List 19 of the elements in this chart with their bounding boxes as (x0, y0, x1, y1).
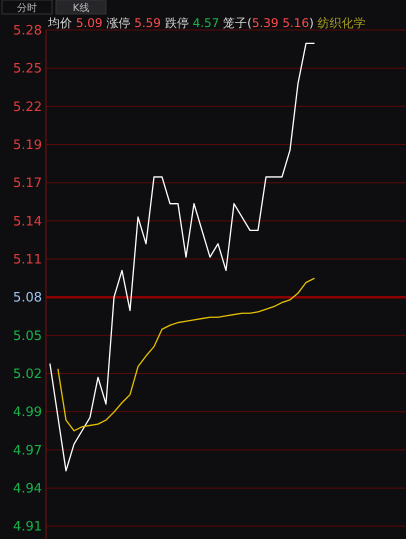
y-tick-label: 5.05 (13, 328, 42, 344)
text: K线 (72, 2, 90, 14)
line-series (49, 42, 315, 472)
y-tick-label: 5.28 (13, 24, 42, 38)
text: 分时 (17, 2, 37, 14)
y-tick-label: 5.19 (13, 138, 42, 153)
y-tick-label: 4.94 (13, 482, 42, 497)
y-tick-label: 4.97 (13, 443, 42, 458)
y-tick-label: 4.99 (13, 405, 42, 420)
y-tick-label: 5.11 (13, 252, 42, 268)
y-tick-label: 5.02 (13, 366, 42, 382)
chart-title: 均价 5.09 涨停 5.59 跌停 4.57 笼子(5.39 5.16) 纺织化学 (48, 16, 366, 30)
y-tick-label: 5.17 (13, 176, 42, 192)
y-tick-label: 5.22 (13, 100, 42, 115)
y-tick-label: 5.08 (13, 290, 42, 306)
y-tick-label: 5.14 (13, 214, 42, 230)
y-tick-label: 5.25 (13, 62, 42, 77)
line-series (57, 278, 315, 432)
y-tick-label: 4.91 (13, 520, 42, 535)
